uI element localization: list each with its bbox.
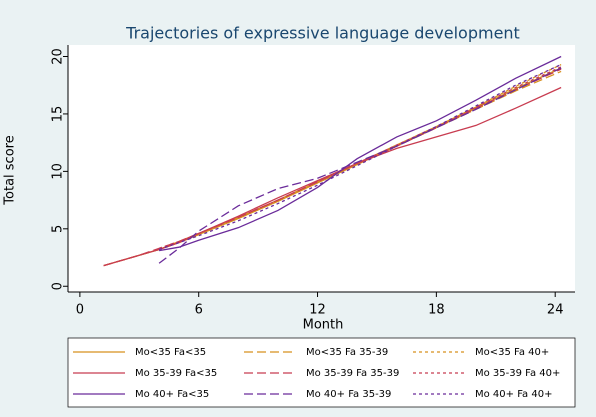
x-tick-label: 0	[76, 303, 84, 318]
y-tick-label: 15	[51, 106, 66, 123]
y-tick-label: 10	[51, 163, 66, 180]
series-line	[158, 63, 562, 251]
series-line	[139, 63, 562, 256]
series-line	[158, 67, 562, 264]
legend-label: Mo 35-39 Fa<35	[135, 368, 217, 379]
legend-label: Mo 40+ Fa<35	[135, 389, 209, 400]
plot-area	[68, 45, 575, 292]
legend-label: Mo<35 Fa<35	[135, 347, 206, 358]
legend-label: Mo 40+ Fa 40+	[475, 389, 552, 400]
chart-title: Trajectories of expressive language deve…	[125, 24, 520, 43]
x-tick-label: 18	[428, 303, 445, 318]
legend-label: Mo<35 Fa 35-39	[306, 347, 388, 358]
x-tick-label: 6	[195, 303, 203, 318]
x-axis-title: Month	[303, 318, 344, 333]
x-tick-label: 12	[309, 303, 326, 318]
y-tick-label: 20	[51, 48, 66, 65]
legend-label: Mo 35-39 Fa 35-39	[306, 368, 399, 379]
x-tick-label: 24	[547, 303, 564, 318]
series-line	[158, 55, 562, 252]
legend-box	[67, 337, 576, 408]
y-tick-label: 5	[51, 225, 66, 233]
legend-label: Mo<35 Fa 40+	[475, 347, 549, 358]
legend-label: Mo 35-39 Fa 40+	[475, 368, 560, 379]
legend-label: Mo 40+ Fa 35-39	[306, 389, 391, 400]
y-tick-label: 0	[51, 282, 66, 290]
y-axis-title: Total score	[3, 135, 18, 205]
